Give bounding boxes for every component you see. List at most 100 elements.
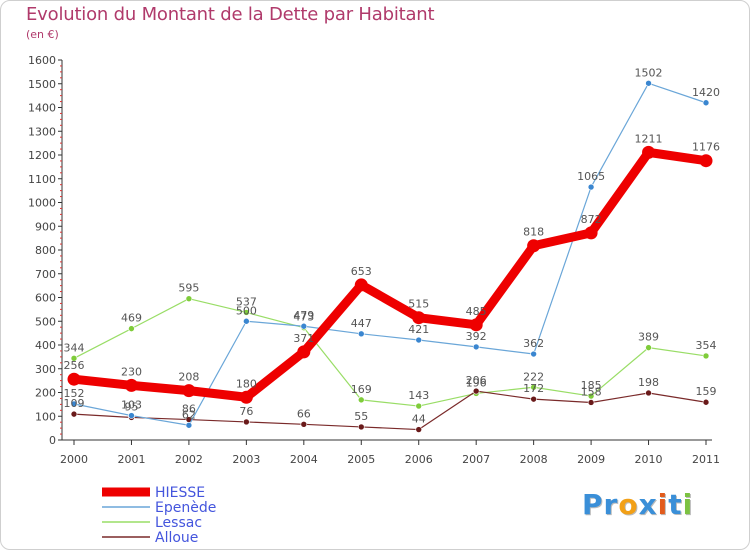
data-point-alloue bbox=[243, 418, 250, 426]
y-tick-label: 100 bbox=[35, 410, 56, 423]
data-label-alloue: 109 bbox=[64, 397, 85, 410]
data-point-hiesse bbox=[354, 278, 368, 292]
data-point-epen-de bbox=[472, 343, 480, 351]
x-tick-label: 2002 bbox=[175, 453, 203, 466]
data-point-hiesse bbox=[239, 390, 253, 404]
data-label-hiesse: 180 bbox=[236, 377, 257, 390]
data-label-lessac: 143 bbox=[408, 389, 429, 402]
data-point-epen-de bbox=[645, 79, 652, 87]
data-label-lessac: 185 bbox=[581, 379, 602, 392]
data-label-epen-de: 392 bbox=[466, 330, 487, 343]
data-label-alloue: 198 bbox=[638, 376, 659, 389]
data-point-epen-de bbox=[357, 330, 365, 338]
data-point-epen-de bbox=[70, 400, 78, 408]
data-point-epen-de bbox=[300, 322, 308, 330]
data-point-epen-de bbox=[128, 412, 135, 419]
data-point-hiesse bbox=[297, 345, 311, 359]
y-tick-label: 1500 bbox=[28, 78, 56, 91]
data-label-hiesse: 1211 bbox=[635, 132, 663, 145]
data-label-lessac: 222 bbox=[523, 370, 544, 383]
x-tick-label: 2009 bbox=[577, 453, 605, 466]
series-line-alloue bbox=[73, 390, 707, 431]
x-tick-label: 2006 bbox=[405, 453, 433, 466]
data-label-epen-de: 1420 bbox=[692, 86, 720, 99]
x-tick-label: 2007 bbox=[462, 453, 490, 466]
data-label-alloue: 55 bbox=[354, 410, 368, 423]
x-tick-label: 2000 bbox=[60, 453, 88, 466]
data-point-epen-de bbox=[243, 317, 250, 325]
data-label-epen-de: 62 bbox=[182, 408, 196, 421]
data-point-hiesse bbox=[527, 239, 541, 253]
data-label-alloue: 86 bbox=[182, 403, 196, 416]
data-label-hiesse: 208 bbox=[178, 371, 199, 384]
data-point-lessac bbox=[587, 392, 595, 400]
legend-label-hiesse: HIESSE bbox=[155, 485, 205, 501]
y-tick-label: 1600 bbox=[28, 54, 56, 67]
data-label-hiesse: 818 bbox=[523, 226, 544, 239]
data-point-alloue bbox=[587, 399, 595, 406]
data-point-alloue bbox=[702, 398, 710, 406]
data-point-lessac bbox=[530, 383, 537, 391]
x-tick-label: 2010 bbox=[635, 453, 663, 466]
logo-letter-2: o bbox=[618, 488, 639, 521]
data-label-hiesse: 256 bbox=[64, 359, 85, 372]
logo-letter-0: P bbox=[582, 488, 604, 521]
data-label-lessac: 389 bbox=[638, 331, 659, 344]
data-label-epen-de: 1065 bbox=[577, 170, 605, 183]
data-point-hiesse bbox=[469, 318, 483, 332]
data-point-alloue bbox=[357, 423, 365, 431]
data-label-hiesse: 653 bbox=[351, 265, 372, 278]
logo-letter-3: x bbox=[638, 488, 658, 521]
data-labels-layer: 344 469 595 537 473 169 143 196 222 185 389 354 109 9… bbox=[64, 66, 721, 425]
data-label-alloue: 159 bbox=[696, 385, 717, 398]
data-label-lessac: 354 bbox=[696, 339, 717, 352]
legend-label-alloue: Alloue bbox=[155, 530, 198, 546]
x-tick-label: 2011 bbox=[692, 453, 720, 466]
series-line-hiesse bbox=[69, 147, 711, 402]
data-label-epen-de: 152 bbox=[64, 387, 85, 400]
x-tick-label: 2003 bbox=[232, 453, 260, 466]
y-tick-label: 500 bbox=[35, 315, 56, 328]
data-point-lessac bbox=[185, 295, 193, 302]
y-tick-label: 1400 bbox=[28, 102, 56, 115]
data-label-epen-de: 1502 bbox=[635, 66, 663, 79]
data-point-lessac bbox=[128, 325, 135, 332]
data-label-alloue: 172 bbox=[523, 382, 544, 395]
data-point-hiesse bbox=[182, 384, 196, 398]
data-label-lessac: 473 bbox=[293, 311, 314, 324]
y-tick-label: 900 bbox=[35, 220, 56, 233]
x-tick-label: 2004 bbox=[290, 453, 318, 466]
data-point-hiesse bbox=[412, 311, 426, 325]
data-label-lessac: 344 bbox=[64, 341, 85, 354]
data-label-alloue: 95 bbox=[124, 400, 138, 413]
y-tick-label: 800 bbox=[35, 244, 56, 257]
data-label-lessac: 537 bbox=[236, 295, 257, 308]
data-label-hiesse: 371 bbox=[293, 332, 314, 345]
data-point-epen-de bbox=[415, 336, 423, 344]
data-label-epen-de: 447 bbox=[351, 317, 372, 330]
logo-letter-6: i bbox=[682, 488, 694, 521]
data-point-lessac bbox=[645, 344, 652, 351]
x-tick-label: 2005 bbox=[347, 453, 375, 466]
data-point-epen-de bbox=[185, 421, 193, 429]
y-tick-label: 400 bbox=[35, 339, 56, 352]
data-label-lessac: 595 bbox=[178, 282, 199, 295]
data-label-hiesse: 872 bbox=[581, 213, 602, 226]
proxiti-logo: Proxiti bbox=[582, 488, 693, 521]
data-point-alloue bbox=[530, 395, 537, 403]
axes: 0 100 200 300 400 500 600 700 800 900 1000 1100 1200… bbox=[28, 54, 720, 466]
data-label-epen-de: 421 bbox=[408, 323, 429, 336]
x-tick-label: 2001 bbox=[117, 453, 145, 466]
y-tick-label: 1300 bbox=[28, 125, 56, 138]
data-point-alloue bbox=[472, 387, 480, 395]
data-label-alloue: 206 bbox=[466, 374, 487, 387]
data-point-epen-de bbox=[702, 99, 710, 107]
data-label-alloue: 76 bbox=[239, 405, 253, 418]
data-point-hiesse bbox=[584, 226, 598, 240]
data-label-hiesse: 485 bbox=[466, 305, 487, 318]
data-label-alloue: 44 bbox=[412, 413, 426, 426]
data-point-lessac bbox=[357, 396, 365, 404]
data-point-epen-de bbox=[530, 350, 537, 358]
logo-letter-5: t bbox=[668, 488, 683, 521]
